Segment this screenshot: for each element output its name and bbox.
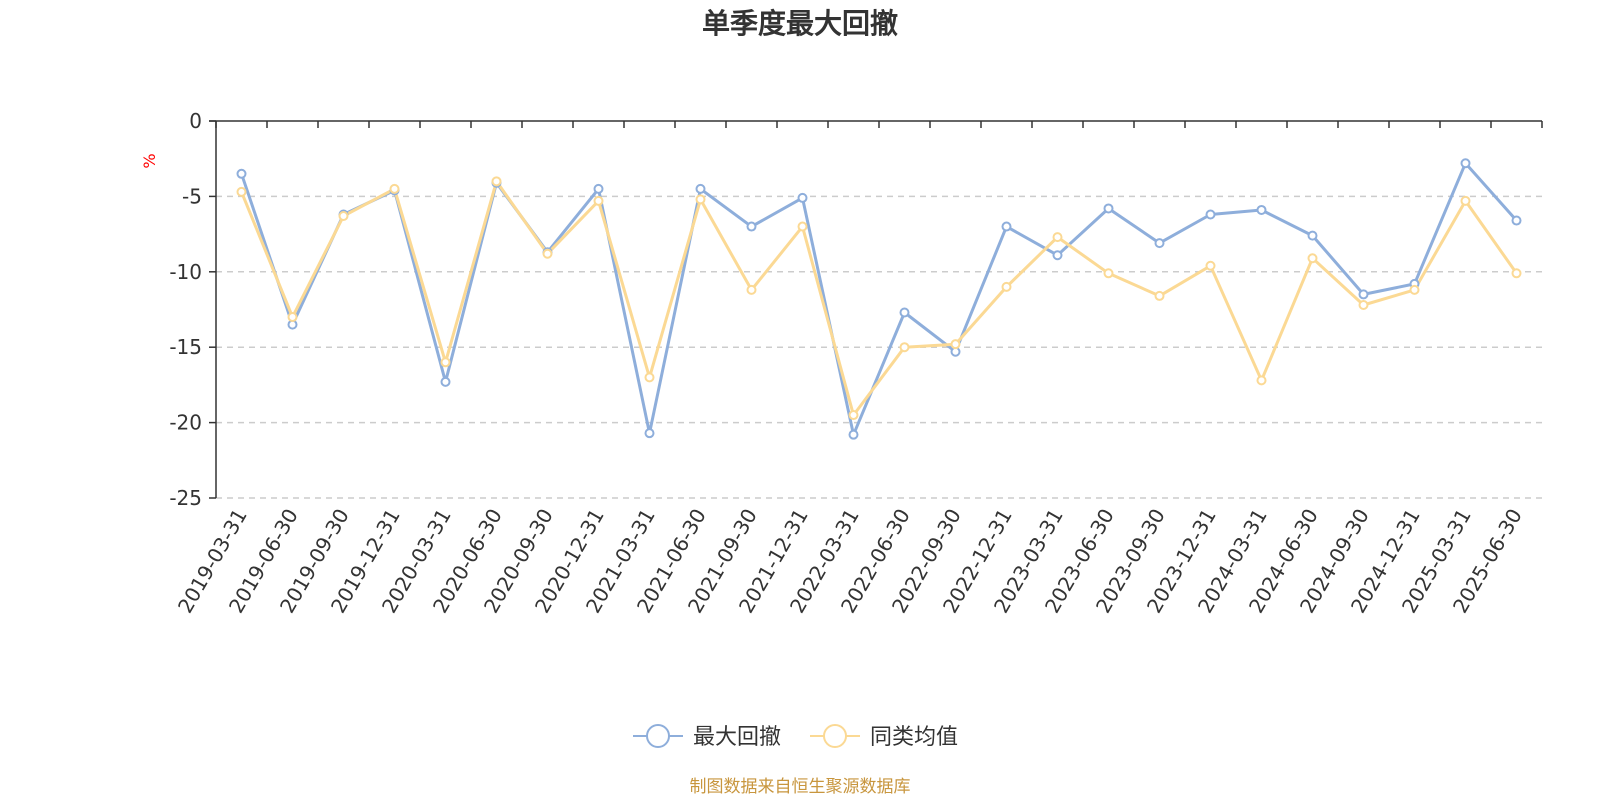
series-1-point-13	[899, 342, 910, 353]
series-1-point-21	[1307, 253, 1318, 264]
series-0-point-0	[236, 168, 247, 179]
series-1-point-16	[1052, 232, 1063, 243]
series-1-point-7	[593, 195, 604, 206]
y-tick-label-2: -10	[169, 260, 202, 284]
series-0-point-4	[440, 376, 451, 387]
legend-label-1: 同类均值	[870, 725, 958, 750]
y-tick-label-0: 0	[189, 109, 202, 133]
series-0-point-25	[1511, 215, 1522, 226]
series-0-point-15	[1001, 221, 1012, 232]
legend-item-0[interactable]: 最大回撤	[633, 724, 781, 750]
y-tick-label-3: -15	[169, 335, 202, 359]
series-0-point-19	[1205, 209, 1216, 220]
y-tick-label-1: -5	[182, 184, 202, 208]
y-axis-unit-label: %	[140, 153, 159, 168]
series-0-point-17	[1103, 203, 1114, 214]
source-note: 制图数据来自恒生聚源数据库	[690, 777, 911, 797]
series-0-point-7	[593, 183, 604, 194]
series-line-1	[240, 179, 1518, 417]
series-0-point-13	[899, 307, 910, 318]
legend-item-1[interactable]: 同类均值	[810, 724, 958, 750]
series-1-point-1	[287, 312, 298, 323]
series-1-point-5	[491, 176, 502, 187]
series-0-point-9	[695, 183, 706, 194]
series-1-point-25	[1511, 268, 1522, 279]
series-1-point-19	[1205, 260, 1216, 271]
series-0-point-22	[1358, 289, 1369, 300]
x-tick-labels: 2019-03-312019-06-302019-09-302019-12-31…	[173, 505, 1527, 618]
legend-marker-0	[646, 724, 670, 748]
grid-lines	[216, 195, 1542, 499]
series-1-point-2	[338, 211, 349, 222]
series-1-point-0	[236, 186, 247, 197]
chart-title: 单季度最大回撤	[702, 7, 898, 40]
y-tick-label-4: -20	[169, 411, 202, 435]
series-0-point-24	[1460, 158, 1471, 169]
series-0-point-18	[1154, 238, 1165, 249]
series-1-point-3	[389, 183, 400, 194]
series-0-point-8	[644, 428, 655, 439]
y-tick-labels: 0 -5 -10 -15 -20 -25	[169, 109, 202, 510]
series-1-point-10	[746, 284, 757, 295]
series-1-point-24	[1460, 195, 1471, 206]
legend[interactable]: 最大回撤 同类均值	[633, 724, 958, 750]
series-0-point-21	[1307, 230, 1318, 241]
series-1-point-23	[1409, 284, 1420, 295]
series-1-point-4	[440, 357, 451, 368]
y-tick-label-5: -25	[169, 486, 202, 510]
series-0-point-16	[1052, 250, 1063, 261]
series-1-point-22	[1358, 299, 1369, 310]
series-0-point-12	[848, 429, 859, 440]
series-1-point-14	[950, 339, 961, 350]
series-1-point-11	[797, 221, 808, 232]
series-1-point-18	[1154, 290, 1165, 301]
series-1-point-20	[1256, 375, 1267, 386]
series-1-point-15	[1001, 281, 1012, 292]
series-0-point-20	[1256, 204, 1267, 215]
series-1-point-9	[695, 194, 706, 205]
series-1-point-6	[542, 248, 553, 259]
legend-marker-1	[823, 724, 847, 748]
axes	[209, 120, 1543, 499]
series-1-point-8	[644, 372, 655, 383]
series-1-point-17	[1103, 268, 1114, 279]
series-points	[236, 158, 1522, 440]
series-lines	[240, 161, 1518, 437]
series-0-point-11	[797, 192, 808, 203]
legend-label-0: 最大回撤	[693, 725, 781, 750]
series-line-0	[240, 161, 1518, 437]
series-1-point-12	[848, 410, 859, 421]
series-0-point-10	[746, 221, 757, 232]
